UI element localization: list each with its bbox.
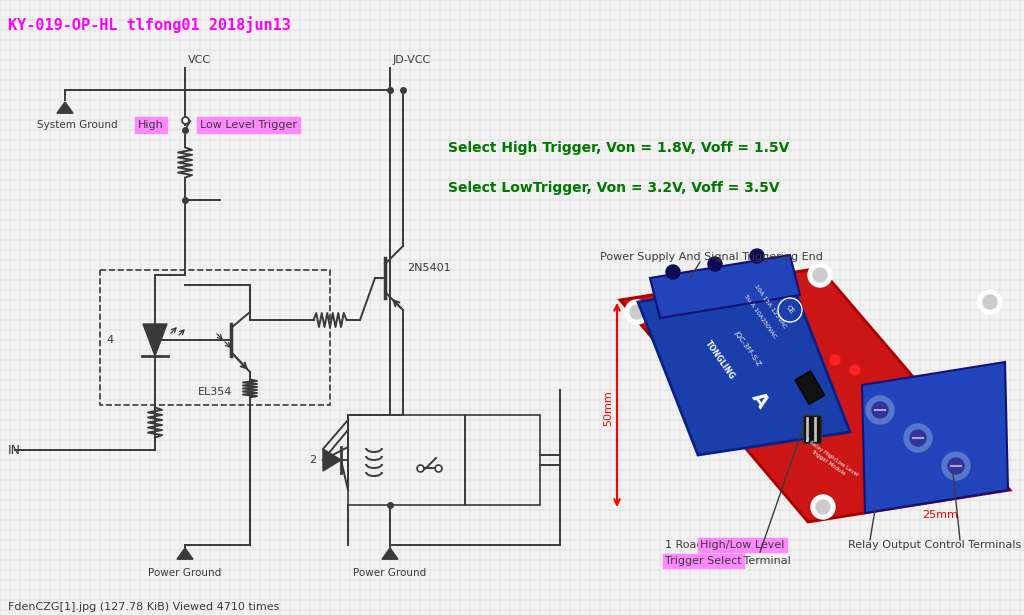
Polygon shape <box>177 548 193 559</box>
Bar <box>795 371 824 404</box>
Circle shape <box>625 300 649 324</box>
Circle shape <box>630 305 644 319</box>
Circle shape <box>942 452 970 480</box>
Text: 2N5401: 2N5401 <box>407 263 451 273</box>
Text: Power Ground: Power Ground <box>148 568 221 578</box>
Text: 2: 2 <box>309 455 316 465</box>
Text: 10A 15A 125VAC: 10A 15A 125VAC <box>753 284 787 329</box>
Text: JQC-3FF-S-Z: JQC-3FF-S-Z <box>733 330 762 367</box>
Text: Trigger Select: Trigger Select <box>665 556 741 566</box>
Text: VCC: VCC <box>188 55 211 65</box>
Text: CE: CE <box>785 304 795 315</box>
Circle shape <box>866 396 894 424</box>
Circle shape <box>978 290 1002 314</box>
Text: TONGLING: TONGLING <box>703 339 736 381</box>
Text: 25mm: 25mm <box>922 510 957 520</box>
Circle shape <box>816 500 830 514</box>
Circle shape <box>904 424 932 452</box>
Bar <box>803 415 821 443</box>
Circle shape <box>830 355 840 365</box>
Text: 1 Relay High/Low Level
Trigger Module: 1 Relay High/Low Level Trigger Module <box>801 437 859 483</box>
Text: IN: IN <box>8 443 22 456</box>
Polygon shape <box>638 278 850 455</box>
Text: Select High Trigger, Von = 1.8V, Voff = 1.5V: Select High Trigger, Von = 1.8V, Voff = … <box>449 141 790 155</box>
Polygon shape <box>323 449 341 471</box>
Circle shape <box>750 249 764 263</box>
Text: Power Ground: Power Ground <box>353 568 427 578</box>
Text: Select LowTrigger, Von = 3.2V, Voff = 3.5V: Select LowTrigger, Von = 3.2V, Voff = 3.… <box>449 181 779 195</box>
Polygon shape <box>650 255 800 318</box>
Circle shape <box>983 295 997 309</box>
Circle shape <box>850 365 860 375</box>
Circle shape <box>872 402 888 418</box>
Circle shape <box>708 257 722 271</box>
Circle shape <box>948 458 964 474</box>
Text: Terminal: Terminal <box>740 556 791 566</box>
Text: FdenCZG[1].jpg (127.78 KiB) Viewed 4710 times: FdenCZG[1].jpg (127.78 KiB) Viewed 4710 … <box>8 602 280 612</box>
Text: 5u A 10A250VAC: 5u A 10A250VAC <box>743 293 777 339</box>
Text: Relay Output Control Terminals: Relay Output Control Terminals <box>848 540 1021 550</box>
Text: High/Low Level: High/Low Level <box>700 540 784 550</box>
Text: High: High <box>138 120 164 130</box>
Bar <box>100 270 330 405</box>
Text: KY-019-OP-HL tlfong01 2018jun13: KY-019-OP-HL tlfong01 2018jun13 <box>8 16 291 33</box>
Circle shape <box>811 495 835 519</box>
Polygon shape <box>143 324 167 356</box>
Text: 4: 4 <box>106 335 113 345</box>
Text: Low Level Trigger: Low Level Trigger <box>200 120 297 130</box>
Circle shape <box>910 430 926 446</box>
Text: 1 Road: 1 Road <box>665 540 707 550</box>
Polygon shape <box>382 548 398 559</box>
Circle shape <box>813 268 827 282</box>
Polygon shape <box>57 102 73 113</box>
Polygon shape <box>620 268 1010 522</box>
Circle shape <box>808 263 831 287</box>
Text: EL354: EL354 <box>198 387 232 397</box>
Text: A: A <box>748 388 772 411</box>
Polygon shape <box>862 362 1008 513</box>
Bar <box>465 415 540 505</box>
Text: JD-VCC: JD-VCC <box>393 55 431 65</box>
Text: System Ground: System Ground <box>37 120 118 130</box>
Text: Power Supply And Signal Triggering End: Power Supply And Signal Triggering End <box>600 252 823 262</box>
Circle shape <box>666 265 680 279</box>
Text: 50mm: 50mm <box>603 390 613 426</box>
Bar <box>348 415 465 505</box>
